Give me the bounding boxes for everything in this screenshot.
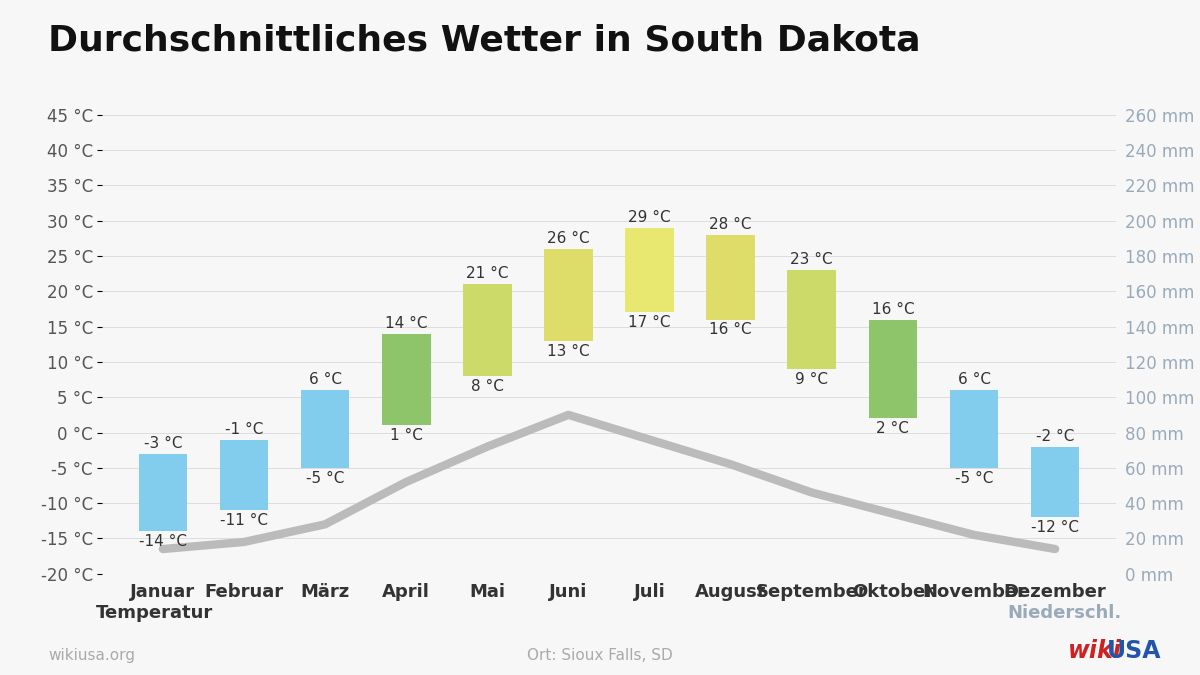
Text: -5 °C: -5 °C bbox=[955, 470, 994, 485]
Text: -5 °C: -5 °C bbox=[306, 470, 344, 485]
Bar bbox=[382, 333, 431, 425]
Text: -3 °C: -3 °C bbox=[144, 436, 182, 451]
Text: 16 °C: 16 °C bbox=[709, 323, 752, 338]
Text: Ort: Sioux Falls, SD: Ort: Sioux Falls, SD bbox=[527, 648, 673, 663]
Bar bbox=[869, 319, 917, 418]
Bar bbox=[1031, 447, 1080, 517]
Text: -2 °C: -2 °C bbox=[1036, 429, 1074, 444]
Text: 2 °C: 2 °C bbox=[876, 421, 910, 436]
Text: -12 °C: -12 °C bbox=[1031, 520, 1079, 535]
Text: -14 °C: -14 °C bbox=[139, 534, 187, 549]
Bar bbox=[707, 235, 755, 319]
Text: 9 °C: 9 °C bbox=[796, 372, 828, 387]
Bar bbox=[544, 249, 593, 341]
Bar bbox=[787, 270, 836, 369]
Text: 21 °C: 21 °C bbox=[466, 267, 509, 281]
Bar bbox=[138, 454, 187, 531]
Bar bbox=[301, 390, 349, 468]
Text: -1 °C: -1 °C bbox=[224, 422, 263, 437]
Text: 14 °C: 14 °C bbox=[385, 316, 427, 331]
Text: 28 °C: 28 °C bbox=[709, 217, 752, 232]
Text: 23 °C: 23 °C bbox=[791, 252, 833, 267]
Text: 26 °C: 26 °C bbox=[547, 231, 589, 246]
Text: wiki: wiki bbox=[1068, 639, 1122, 663]
Text: 17 °C: 17 °C bbox=[629, 315, 671, 330]
Text: wikiusa.org: wikiusa.org bbox=[48, 648, 134, 663]
Text: USA: USA bbox=[1108, 639, 1162, 663]
Text: -11 °C: -11 °C bbox=[220, 513, 268, 528]
Text: Temperatur: Temperatur bbox=[96, 604, 214, 622]
Bar bbox=[220, 439, 269, 510]
Bar bbox=[949, 390, 998, 468]
Text: Durchschnittliches Wetter in South Dakota: Durchschnittliches Wetter in South Dakot… bbox=[48, 24, 920, 57]
Text: 13 °C: 13 °C bbox=[547, 344, 589, 358]
Bar bbox=[625, 227, 674, 313]
Text: 6 °C: 6 °C bbox=[308, 373, 342, 387]
Bar bbox=[463, 284, 511, 376]
Text: 29 °C: 29 °C bbox=[629, 210, 671, 225]
Text: 6 °C: 6 °C bbox=[958, 373, 990, 387]
Text: 1 °C: 1 °C bbox=[390, 428, 422, 443]
Text: 16 °C: 16 °C bbox=[871, 302, 914, 317]
Text: 8 °C: 8 °C bbox=[470, 379, 504, 394]
Text: Niederschl.: Niederschl. bbox=[1008, 604, 1122, 622]
